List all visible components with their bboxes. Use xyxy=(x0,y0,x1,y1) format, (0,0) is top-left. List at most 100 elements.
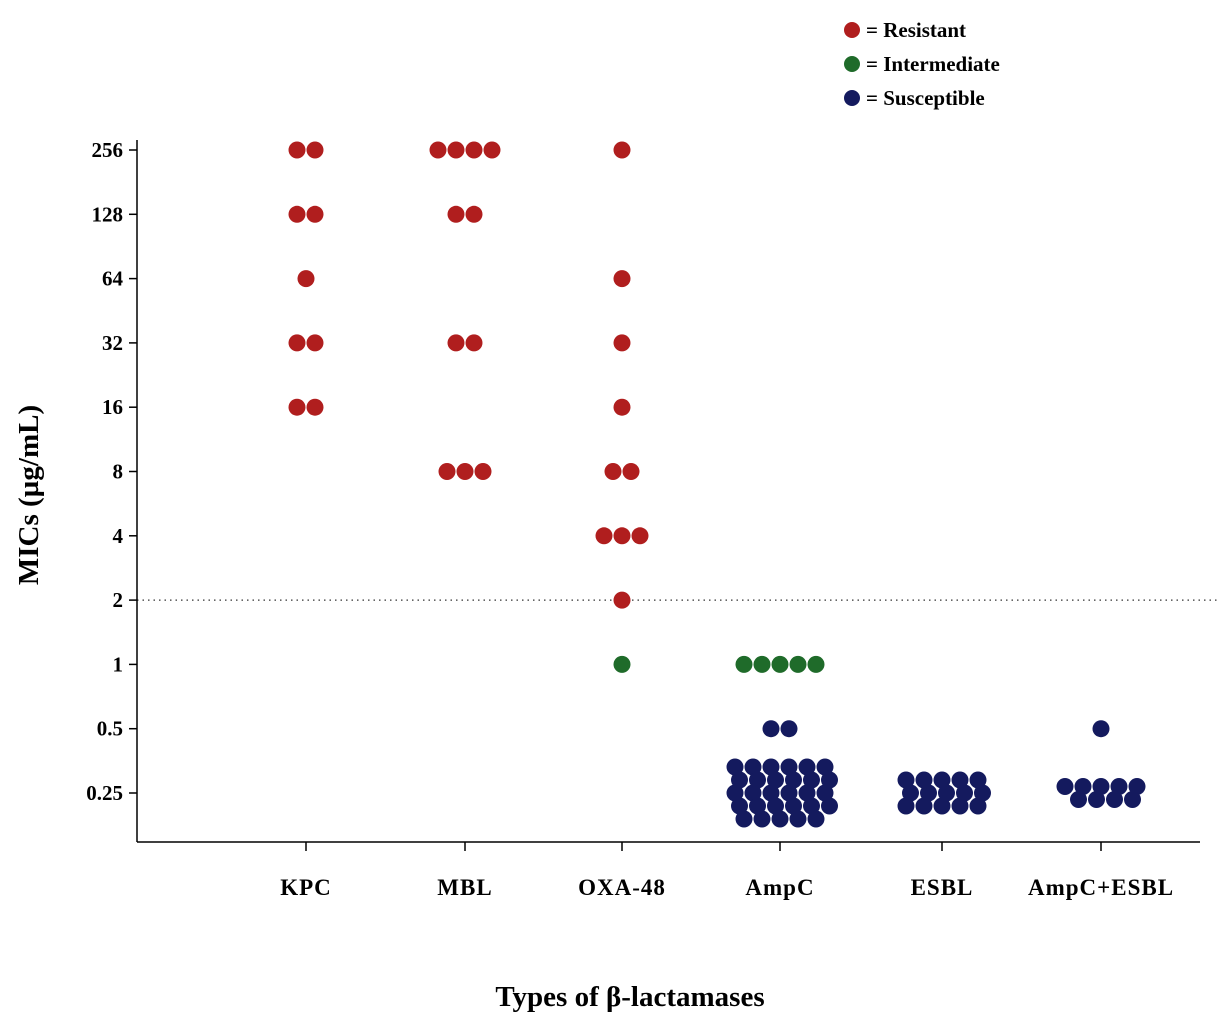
data-point-susceptible xyxy=(816,758,834,776)
data-point-susceptible xyxy=(744,758,762,776)
data-point-susceptible xyxy=(969,771,987,789)
data-point-susceptible xyxy=(915,771,933,789)
y-tick-label: 4 xyxy=(113,524,124,548)
data-point-susceptible xyxy=(789,810,807,828)
data-point-resistant xyxy=(456,463,474,480)
data-points xyxy=(288,141,1146,828)
x-tick-label: MBL xyxy=(437,875,492,900)
legend-marker xyxy=(844,90,860,106)
data-point-resistant xyxy=(288,334,306,352)
data-point-susceptible xyxy=(735,810,753,828)
data-point-susceptible xyxy=(938,784,955,802)
data-point-susceptible xyxy=(762,720,780,738)
data-point-resistant xyxy=(465,141,483,159)
data-point-susceptible xyxy=(956,784,973,802)
data-point-susceptible xyxy=(816,784,834,802)
data-point-susceptible xyxy=(821,771,838,789)
data-point-susceptible xyxy=(1074,778,1092,795)
data-point-resistant xyxy=(622,463,640,480)
legend-label: = Intermediate xyxy=(866,52,1000,76)
data-point-susceptible xyxy=(767,771,784,789)
data-point-susceptible xyxy=(726,758,744,776)
data-point-resistant xyxy=(429,141,447,159)
x-axis-title: Types of β-lactamases xyxy=(495,981,764,1013)
data-point-susceptible xyxy=(749,797,766,815)
legend-label: = Resistant xyxy=(866,18,966,42)
data-point-susceptible xyxy=(749,771,766,789)
data-point-susceptible xyxy=(1056,778,1074,795)
y-tick-label: 256 xyxy=(92,138,124,162)
data-point-susceptible xyxy=(915,797,933,815)
data-point-resistant xyxy=(288,398,306,416)
y-tick-label: 32 xyxy=(102,331,123,355)
data-point-susceptible xyxy=(726,784,744,802)
data-point-resistant xyxy=(438,463,456,480)
data-point-susceptible xyxy=(731,797,748,815)
data-point-resistant xyxy=(613,527,631,545)
data-point-susceptible xyxy=(744,784,762,802)
data-point-susceptible xyxy=(969,797,987,815)
data-point-susceptible xyxy=(933,771,951,789)
y-tick-label: 1 xyxy=(113,652,124,676)
data-point-resistant xyxy=(297,270,315,288)
y-tick-label: 64 xyxy=(102,267,124,291)
data-point-resistant xyxy=(288,141,306,159)
data-point-susceptible xyxy=(1106,791,1123,808)
data-point-resistant xyxy=(474,463,492,480)
data-point-resistant xyxy=(595,527,613,545)
data-point-intermediate xyxy=(753,655,771,673)
data-point-susceptible xyxy=(731,771,748,789)
data-point-susceptible xyxy=(902,784,919,802)
data-point-intermediate xyxy=(613,655,631,673)
legend: = Resistant = Intermediate = Susceptible xyxy=(844,18,1000,110)
x-tick-label: KPC xyxy=(280,875,332,900)
data-point-susceptible xyxy=(1070,791,1087,808)
y-tick-label: 0.25 xyxy=(86,781,123,805)
data-point-susceptible xyxy=(951,771,969,789)
data-point-resistant xyxy=(306,141,324,159)
data-point-susceptible xyxy=(1128,778,1146,795)
data-point-susceptible xyxy=(785,771,802,789)
data-point-susceptible xyxy=(771,810,789,828)
data-point-susceptible xyxy=(897,797,915,815)
data-point-susceptible xyxy=(803,771,820,789)
data-point-susceptible xyxy=(951,797,969,815)
x-tick-label: ESBL xyxy=(911,875,974,900)
y-tick-label: 16 xyxy=(102,395,123,419)
legend-label: = Susceptible xyxy=(866,86,985,110)
data-point-resistant xyxy=(613,141,631,159)
y-tick-label: 128 xyxy=(92,202,124,226)
data-point-susceptible xyxy=(807,810,825,828)
data-point-susceptible xyxy=(780,784,798,802)
data-point-resistant xyxy=(447,205,465,223)
data-point-resistant xyxy=(631,527,649,545)
x-tick-label: AmpC xyxy=(745,875,814,900)
data-point-susceptible xyxy=(821,797,838,815)
y-tick-label: 8 xyxy=(113,460,124,484)
data-point-susceptible xyxy=(767,797,784,815)
data-point-susceptible xyxy=(753,810,771,828)
data-point-resistant xyxy=(306,205,324,223)
legend-marker xyxy=(844,22,860,38)
data-point-susceptible xyxy=(780,720,798,738)
data-point-resistant xyxy=(465,205,483,223)
data-point-resistant xyxy=(288,205,306,223)
data-point-resistant xyxy=(613,591,631,609)
data-point-susceptible xyxy=(920,784,937,802)
data-point-susceptible xyxy=(1088,791,1105,808)
data-point-resistant xyxy=(483,141,501,159)
data-point-susceptible xyxy=(785,797,802,815)
data-point-susceptible xyxy=(762,758,780,776)
data-point-susceptible xyxy=(1092,778,1110,795)
axes: 256 128 64 32 16 8 4 2 1 0.5 0.25 KPC MBL OXA-48 AmpC E… xyxy=(86,138,1200,900)
data-point-resistant xyxy=(604,463,622,480)
data-point-resistant xyxy=(613,270,631,288)
data-point-susceptible xyxy=(780,758,798,776)
y-axis-title: MICs (µg/mL) xyxy=(13,405,45,585)
data-point-susceptible xyxy=(1124,791,1141,808)
data-point-resistant xyxy=(613,334,631,352)
y-tick-label: 0.5 xyxy=(97,717,123,741)
x-tick-label: OXA-48 xyxy=(578,875,666,900)
data-point-resistant xyxy=(447,141,465,159)
